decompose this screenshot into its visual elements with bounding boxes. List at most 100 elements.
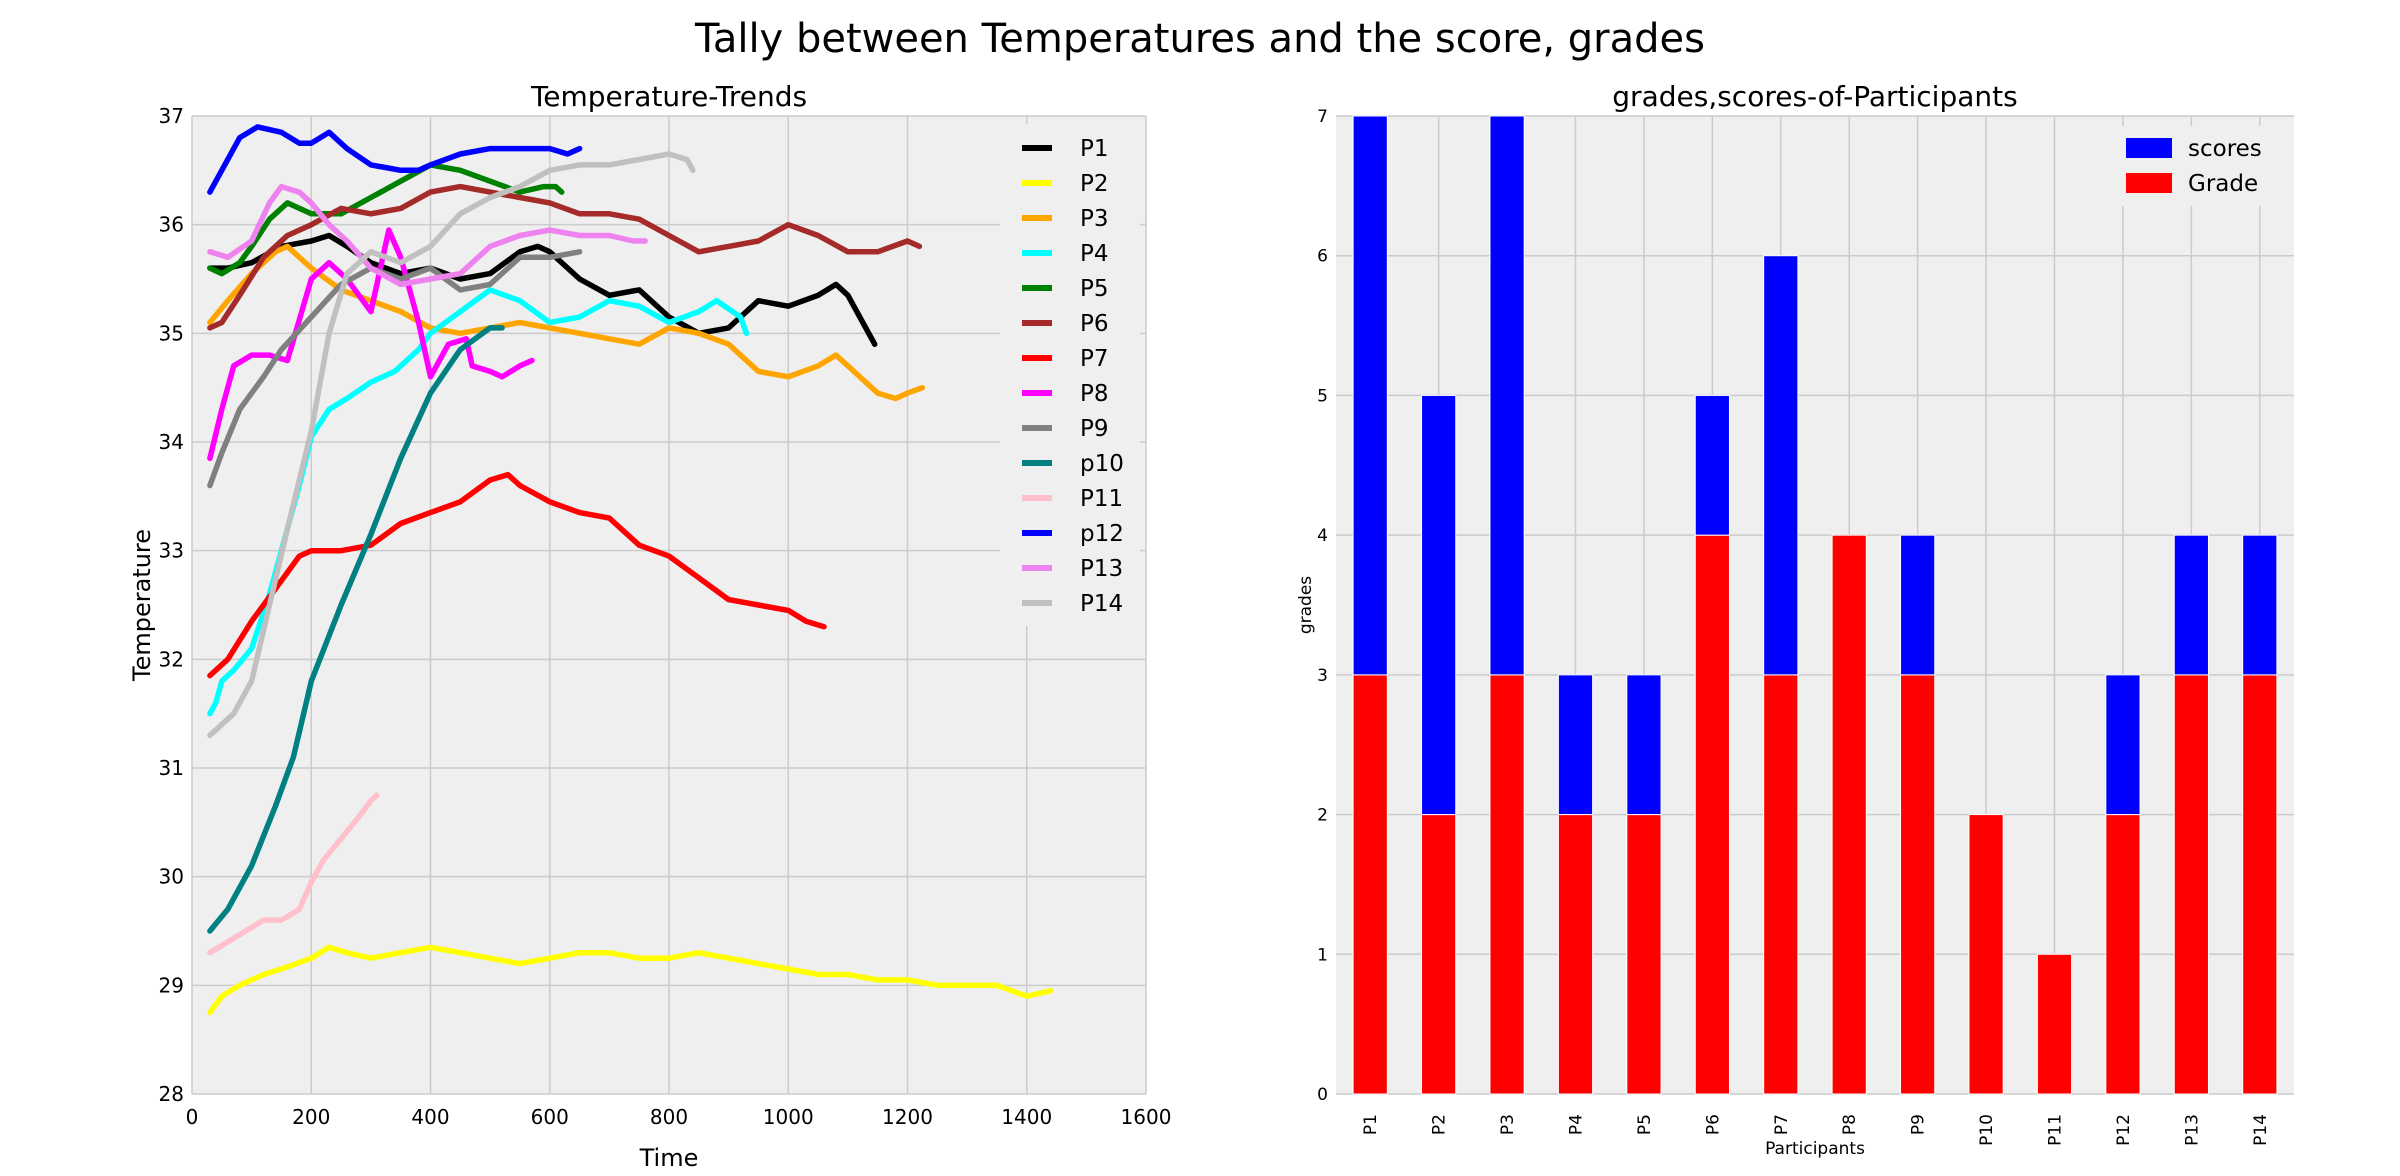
right-y-tick-label: 3	[1317, 666, 1328, 686]
left-y-tick-label: 30	[159, 865, 184, 889]
left-x-tick-label: 1000	[763, 1105, 814, 1129]
left-y-tick-label: 34	[159, 430, 184, 454]
right-x-tick-label: P3	[1498, 1114, 1518, 1135]
line-series-p7	[207, 471, 827, 679]
legend-label-p6: P6	[1080, 311, 1109, 337]
bar-grade-p9	[1900, 674, 1936, 1095]
bar-scores-p2	[1421, 394, 1457, 816]
right-y-tick-label: 1	[1317, 945, 1328, 965]
right-y-tick-label: 7	[1317, 107, 1328, 127]
line-series-p10	[207, 325, 505, 934]
bar-scores-p14	[2242, 534, 2278, 676]
line-series-p8	[207, 227, 535, 462]
left-x-tick-label: 1600	[1121, 1105, 1172, 1129]
legend-label-grade: Grade	[2188, 171, 2258, 197]
bar-scores-p12	[2105, 674, 2141, 816]
bar-scores-p7	[1763, 255, 1799, 676]
left-x-tick-label: 1200	[882, 1105, 933, 1129]
line-series-p3	[207, 243, 926, 402]
right-x-tick-label: P14	[2251, 1114, 2271, 1146]
line-series-p2	[207, 944, 1054, 1016]
legend-label-p7: P7	[1080, 346, 1109, 372]
line-series-p1	[207, 232, 878, 347]
legend-label-p3: P3	[1080, 206, 1109, 232]
legend-label-p1: P1	[1080, 136, 1109, 162]
right-x-tick-label: P5	[1635, 1114, 1655, 1135]
legend-label-p5: P5	[1080, 276, 1109, 302]
left-x-tick-label: 1400	[1001, 1105, 1052, 1129]
right-y-tick-label: 5	[1317, 386, 1328, 406]
left-y-tick-label: 33	[159, 539, 184, 563]
left-x-tick-label: 600	[531, 1105, 569, 1129]
line-series-p11	[207, 792, 380, 956]
bar-grade-p3	[1489, 674, 1525, 1095]
right-x-tick-label: P9	[1909, 1114, 1929, 1135]
legend-label-p14: P14	[1080, 591, 1123, 617]
line-series-p14	[207, 151, 696, 739]
legend-label-p13: P13	[1080, 556, 1123, 582]
legend-label-p9: P9	[1080, 416, 1109, 442]
bar-grade-p2	[1421, 814, 1457, 1095]
line-series-p5	[207, 162, 565, 277]
right-x-tick-label: P8	[1840, 1114, 1860, 1135]
bar-grade-p6	[1694, 534, 1730, 1095]
bar-grade-p13	[2173, 674, 2209, 1095]
left-x-tick-label: 800	[650, 1105, 688, 1129]
line-series-p6	[207, 183, 923, 331]
legend-label-p2: P2	[1080, 171, 1109, 197]
right-y-axis-label: grades	[1296, 576, 1316, 634]
left-chart-title: Temperature-Trends	[530, 80, 807, 113]
legend-label-p8: P8	[1080, 381, 1109, 407]
right-x-tick-label: P10	[1977, 1114, 1997, 1146]
left-y-tick-label: 37	[159, 104, 184, 128]
bar-grade-p11	[2036, 953, 2073, 1095]
bar-scores-p9	[1900, 534, 1936, 676]
bar-scores-p13	[2173, 534, 2209, 676]
bar-grade-p12	[2105, 814, 2141, 1095]
bar-scores-p4	[1557, 674, 1594, 816]
bar-scores-p3	[1489, 115, 1525, 676]
figure-title: Tally between Temperatures and the score…	[694, 16, 1705, 62]
left-x-tick-label: 400	[411, 1105, 449, 1129]
left-x-tick-label: 0	[186, 1105, 199, 1129]
left-x-tick-label: 200	[292, 1105, 330, 1129]
bar-grade-p10	[1968, 814, 2004, 1095]
right-y-tick-label: 6	[1317, 247, 1328, 267]
left-legend	[1000, 124, 1140, 626]
right-y-tick-label: 4	[1317, 526, 1328, 546]
left-y-tick-label: 31	[159, 756, 184, 780]
bar-grade-p7	[1763, 674, 1799, 1095]
right-x-axis-label: Participants	[1765, 1139, 1865, 1159]
right-x-tick-label: P7	[1772, 1114, 1792, 1135]
left-y-tick-label: 36	[159, 213, 184, 237]
right-y-tick-label: 2	[1317, 806, 1328, 826]
legend-label-p11: P11	[1080, 486, 1123, 512]
right-x-tick-label: P1	[1361, 1114, 1381, 1135]
legend-swatch-grade	[2126, 173, 2172, 193]
right-x-tick-label: P2	[1430, 1114, 1450, 1135]
right-x-tick-label: P12	[2114, 1114, 2134, 1146]
bar-grade-p14	[2242, 674, 2278, 1095]
left-y-tick-label: 32	[159, 647, 184, 671]
right-x-tick-label: P13	[2182, 1114, 2202, 1146]
bar-grade-p8	[1831, 534, 1867, 1095]
legend-label-p4: P4	[1080, 241, 1109, 267]
right-x-tick-label: P11	[2046, 1114, 2066, 1146]
right-chart-title: grades,scores-of-Participants	[1612, 80, 2017, 113]
legend-label-scores: scores	[2188, 136, 2262, 162]
left-y-tick-label: 28	[159, 1082, 184, 1106]
bar-grade-p4	[1557, 814, 1594, 1095]
right-x-tick-label: P6	[1703, 1114, 1723, 1135]
left-y-axis-label: Temperature	[128, 529, 156, 682]
left-x-axis-label: Time	[639, 1144, 699, 1172]
line-series-p13	[207, 183, 648, 288]
legend-label-p10: p10	[1080, 451, 1124, 477]
legend-label-p12: p12	[1080, 521, 1124, 547]
bar-scores-p5	[1626, 674, 1662, 816]
bar-scores-p1	[1352, 115, 1388, 676]
bar-grade-p5	[1626, 814, 1662, 1095]
bar-scores-p6	[1694, 394, 1730, 536]
legend-swatch-scores	[2126, 138, 2172, 158]
bar-grade-p1	[1352, 674, 1388, 1095]
